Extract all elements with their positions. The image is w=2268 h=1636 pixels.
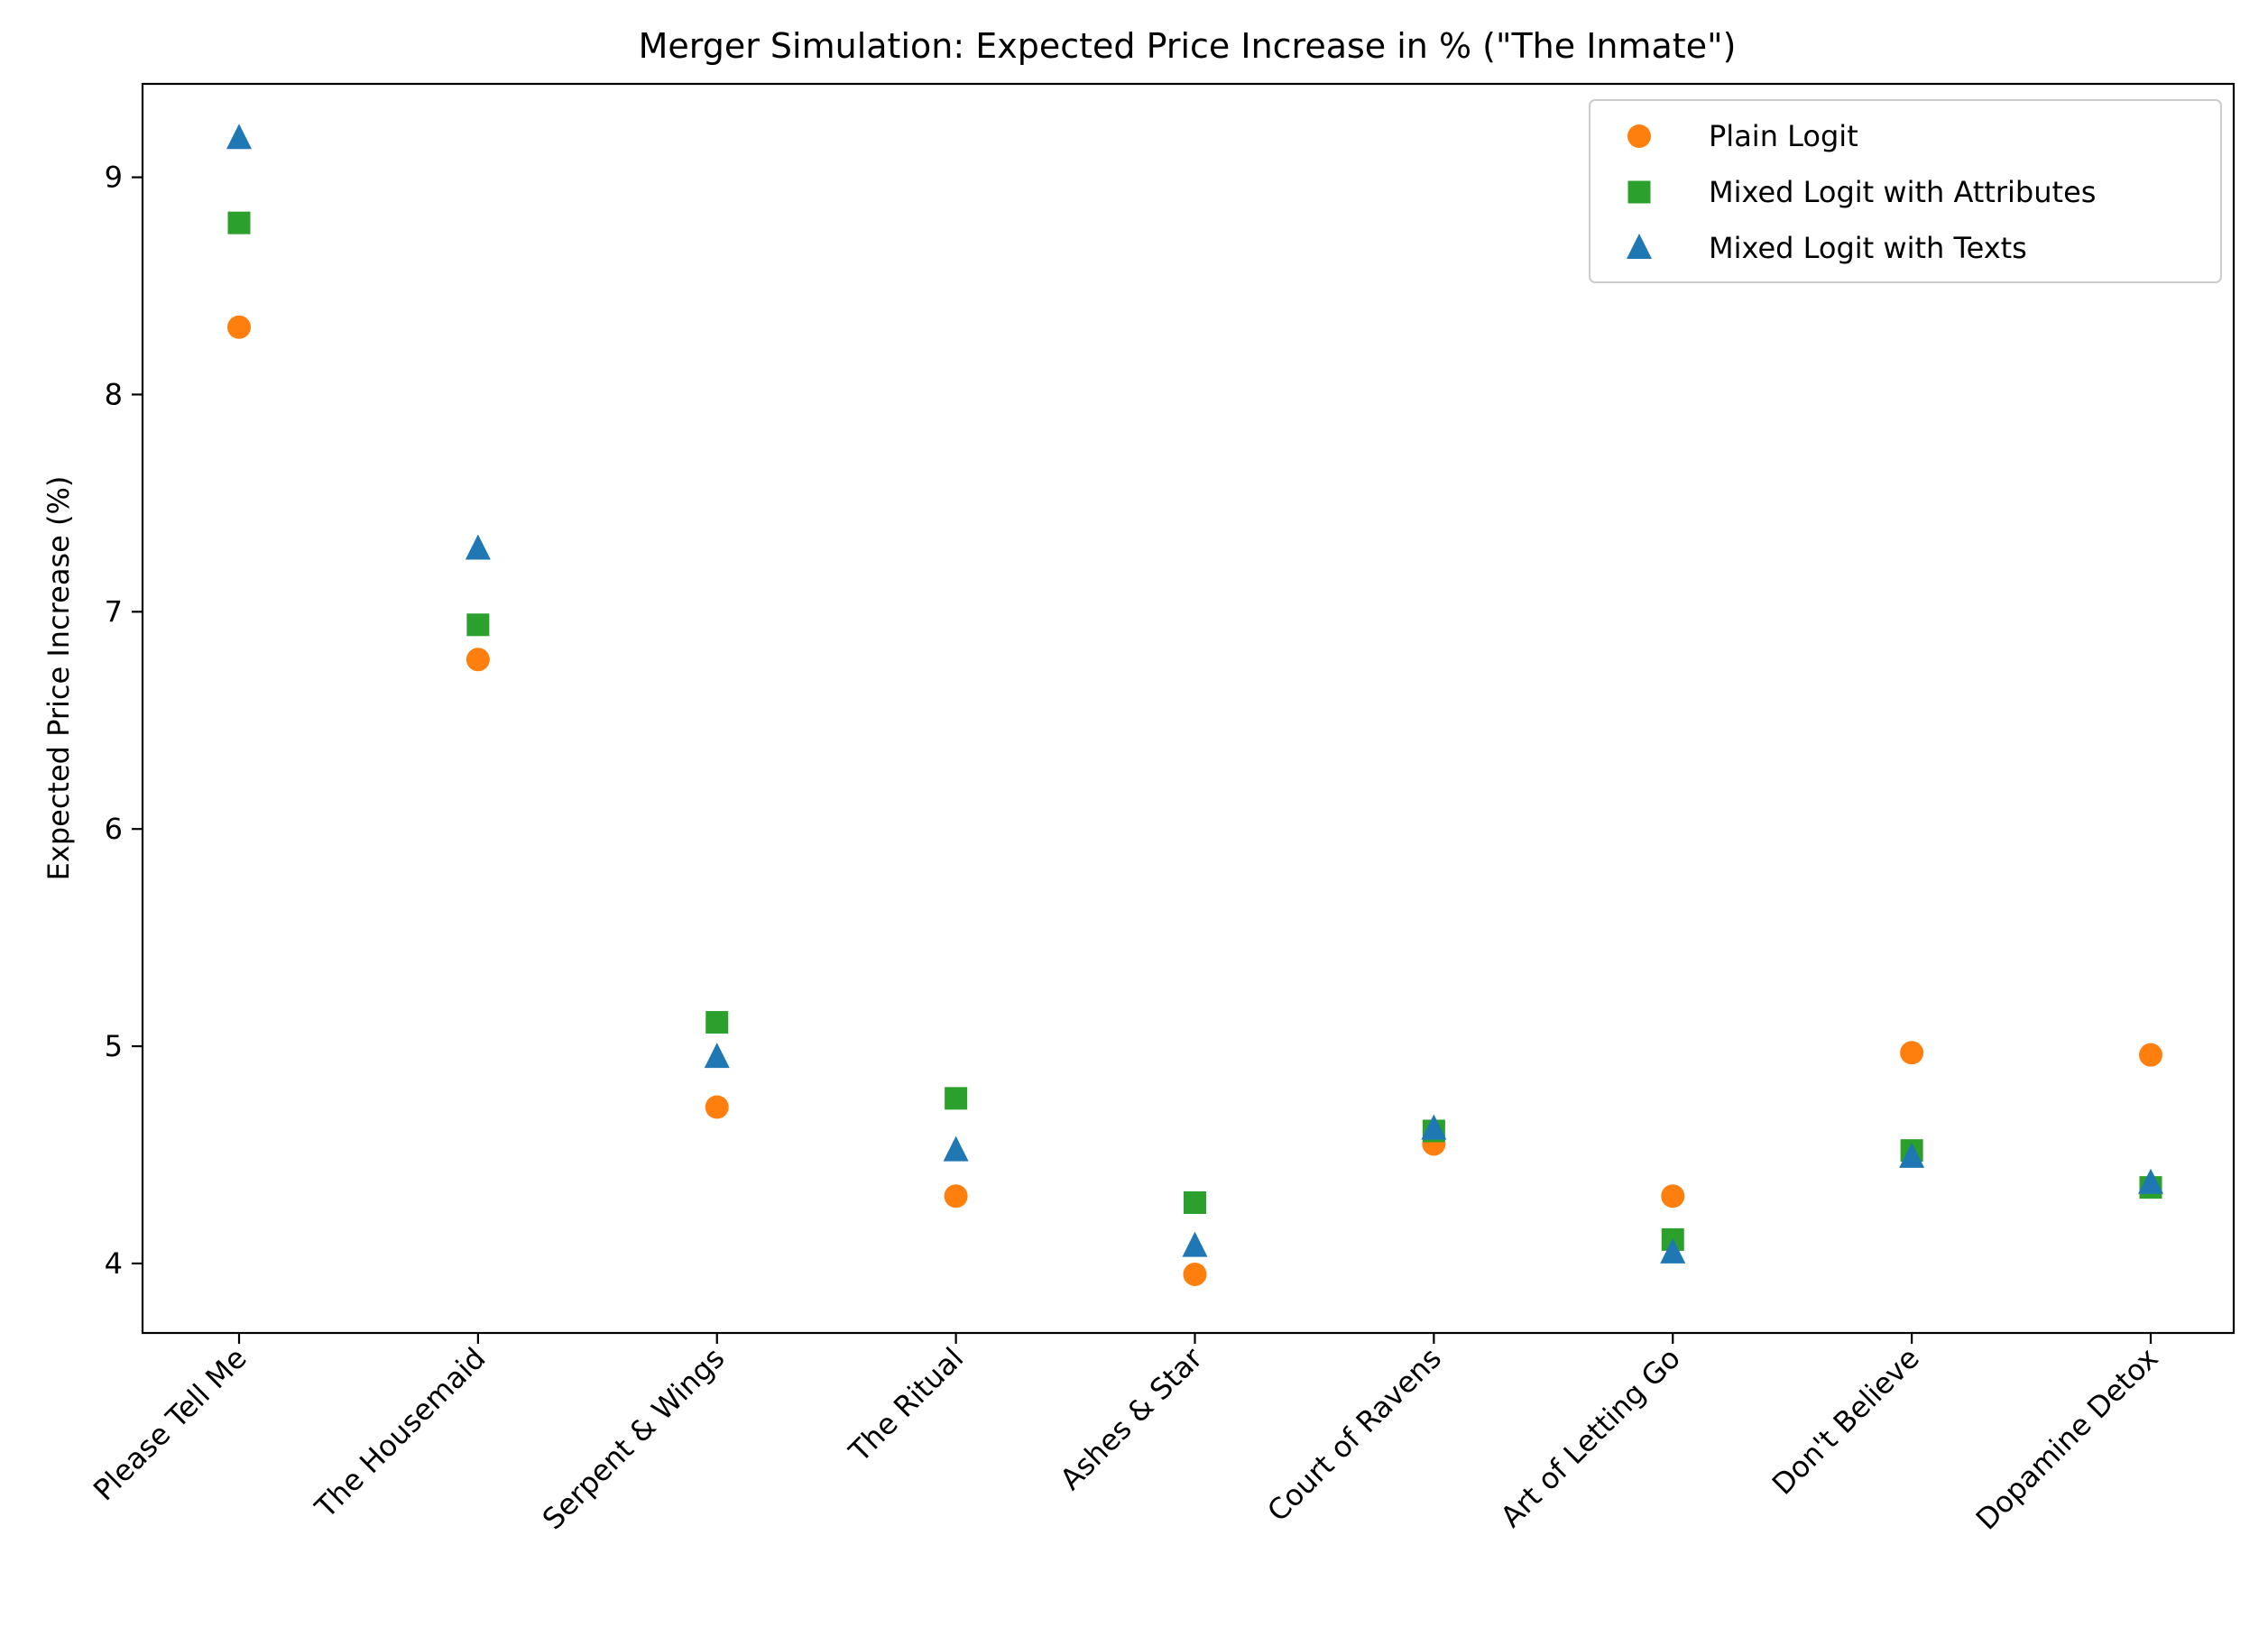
data-point-circle (705, 1095, 729, 1119)
data-point-circle (2139, 1043, 2162, 1067)
x-tick-label: Court of Ravens (1260, 1341, 1448, 1529)
y-tick-label: 6 (105, 812, 123, 846)
data-point-circle (944, 1184, 968, 1209)
legend-entry-label: Mixed Logit with Texts (1709, 231, 2027, 265)
legend-marker-circle (1627, 124, 1651, 148)
x-tick-label: The Housemaid (308, 1341, 492, 1525)
data-point-circle (1900, 1041, 1924, 1065)
x-tick-label: Please Tell Me (87, 1341, 254, 1508)
data-point-triangle (465, 534, 491, 560)
y-axis-label: Expected Price Increase (%) (41, 476, 76, 881)
y-tick-label: 7 (105, 594, 123, 629)
x-tick-label: The Ritual (842, 1341, 970, 1469)
data-point-triangle (704, 1043, 730, 1069)
x-tick-label: Ashes & Star (1054, 1340, 1210, 1496)
data-point-square (705, 1011, 729, 1034)
x-tick-label: Art of Letting Go (1494, 1341, 1687, 1534)
y-tick-label: 5 (105, 1029, 123, 1063)
data-point-triangle (2138, 1168, 2163, 1194)
y-tick-label: 4 (105, 1246, 123, 1281)
y-axis: 4 5 6 7 8 9 (105, 161, 143, 1281)
plot-area-frame (141, 82, 2236, 1335)
y-tick-label: 9 (105, 161, 123, 195)
data-point-triangle (1182, 1231, 1208, 1257)
legend-marker-square (1627, 180, 1651, 204)
data-point-square (1184, 1190, 1206, 1214)
series-square (227, 211, 2162, 1251)
x-axis: Please Tell Me The Housemaid Serpent & Win… (87, 1333, 2165, 1537)
data-points (226, 124, 2163, 1286)
x-tick-label: Dopamine Detox (1969, 1341, 2165, 1537)
data-point-triangle (943, 1135, 969, 1162)
data-point-triangle (1421, 1114, 1447, 1140)
series-triangle (226, 124, 2163, 1264)
data-point-square (466, 613, 490, 637)
series-circle (227, 315, 2162, 1286)
x-tick-label: Serpent & Wings (536, 1341, 732, 1537)
legend: Plain Logit Mixed Logit with Attributes Mi… (1589, 99, 2222, 283)
data-point-circle (1183, 1262, 1207, 1286)
legend-box (1589, 99, 2222, 283)
data-point-circle (227, 315, 251, 339)
legend-entry-label: Mixed Logit with Attributes (1709, 175, 2096, 209)
chart-title: Merger Simulation: Expected Price Increa… (639, 26, 1737, 66)
data-point-triangle (1899, 1142, 1925, 1168)
data-point-triangle (226, 124, 252, 150)
legend-marker-triangle (1627, 234, 1652, 259)
data-point-circle (1661, 1184, 1685, 1209)
data-point-circle (466, 648, 490, 672)
y-tick-label: 8 (105, 377, 123, 411)
data-point-square (227, 211, 251, 234)
x-tick-label: Don't Believe (1766, 1341, 1926, 1502)
legend-entry-label: Plain Logit (1709, 119, 1858, 153)
data-point-square (945, 1087, 968, 1110)
data-point-triangle (1660, 1237, 1686, 1264)
